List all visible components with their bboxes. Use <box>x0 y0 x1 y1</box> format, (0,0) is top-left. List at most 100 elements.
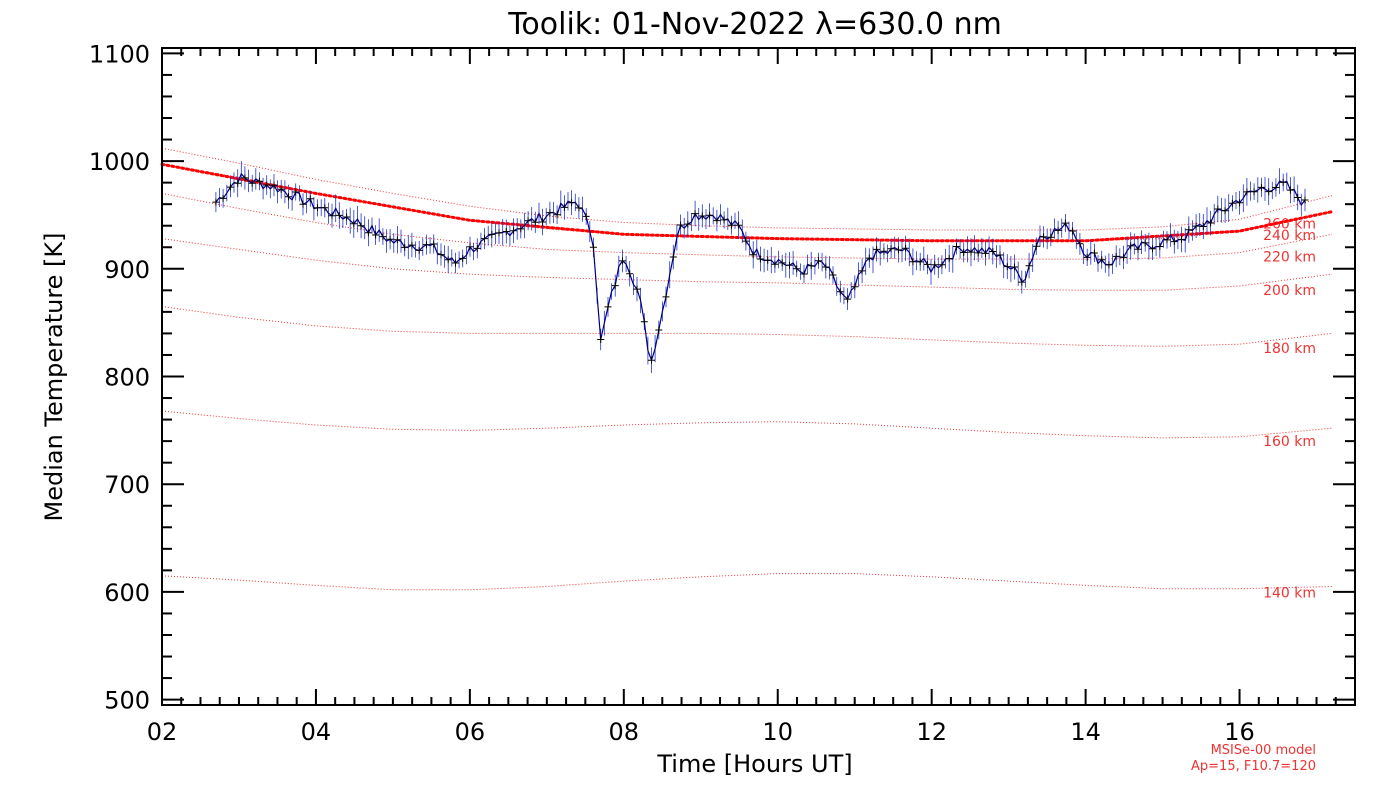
data-point <box>1040 233 1048 241</box>
data-point <box>953 243 960 250</box>
data-point <box>619 257 626 265</box>
data-point <box>633 285 641 293</box>
data-point <box>1090 249 1098 257</box>
data-point <box>1185 226 1193 234</box>
data-point <box>778 259 786 267</box>
data-point <box>1221 207 1229 215</box>
data-point <box>807 262 815 270</box>
data-point <box>1199 223 1207 230</box>
y-tick-label: 700 <box>104 471 150 499</box>
data-point <box>894 246 902 254</box>
data-point <box>241 174 249 182</box>
data-point <box>524 217 532 225</box>
data-point <box>1250 188 1258 196</box>
data-point <box>357 222 365 230</box>
data-point <box>314 204 321 212</box>
data-point <box>466 243 474 251</box>
data-point <box>488 230 496 238</box>
data-point <box>386 235 394 243</box>
data-point <box>829 271 837 279</box>
data-point <box>481 235 488 243</box>
data-point <box>531 218 539 226</box>
model-name-note: MSISe-00 model <box>1211 743 1316 758</box>
data-point <box>604 303 612 311</box>
y-tick-label: 600 <box>104 579 150 607</box>
data-point <box>372 231 380 239</box>
data-point <box>967 248 975 256</box>
x-axis-label: Time [Hours UT] <box>656 750 852 778</box>
data-point <box>1003 263 1011 271</box>
data-point <box>844 295 852 303</box>
data-point <box>459 254 467 262</box>
data-point <box>270 181 278 189</box>
data-point <box>1272 184 1280 191</box>
data-point <box>328 212 336 220</box>
plot-frame <box>161 47 1356 706</box>
chart-title: Toolik: 01-Nov-2022 λ=630.0 nm <box>507 7 1002 42</box>
data-point <box>865 254 873 262</box>
data-point <box>1054 226 1062 234</box>
x-tick-label: 16 <box>1224 718 1255 746</box>
data-point <box>945 255 953 262</box>
data-point <box>800 270 808 278</box>
data-point <box>669 253 677 261</box>
data-point <box>996 251 1004 259</box>
data-point <box>1105 261 1113 269</box>
data-point <box>684 220 692 228</box>
data-point <box>815 257 822 265</box>
data-point <box>306 195 314 203</box>
data-point <box>626 270 634 278</box>
data-point <box>887 245 895 253</box>
data-point <box>364 229 372 237</box>
data-point <box>960 249 968 256</box>
altitude-label-240-km: 240 km <box>1263 228 1316 244</box>
data-point <box>393 236 401 244</box>
data-point <box>1163 236 1171 244</box>
data-point <box>473 244 481 252</box>
y-tick-label: 800 <box>104 364 150 392</box>
altitude-label-160-km: 160 km <box>1263 434 1316 450</box>
data-point <box>1286 186 1294 194</box>
data-point <box>706 211 714 219</box>
y-tick-label: 500 <box>104 687 150 715</box>
data-point <box>1069 227 1077 235</box>
data-point <box>517 225 525 233</box>
data-point <box>226 183 234 191</box>
data-point <box>873 245 881 253</box>
data-point <box>597 336 605 343</box>
data-point <box>589 243 597 251</box>
data-point <box>1236 199 1244 207</box>
data-point <box>1076 240 1084 248</box>
data-point <box>1149 245 1156 253</box>
data-point <box>452 259 459 267</box>
data-point <box>611 282 619 290</box>
data-point <box>923 260 931 268</box>
data-point <box>1192 222 1200 230</box>
altitude-curve-260-km <box>161 147 1333 231</box>
data-point <box>560 203 568 211</box>
data-point <box>350 220 358 228</box>
data-point <box>539 218 547 226</box>
data-point <box>713 217 721 225</box>
altitude-curve-200-km <box>161 238 1332 291</box>
data-point <box>982 249 989 257</box>
model-series-line <box>160 162 1334 243</box>
data-point <box>655 326 663 334</box>
axis-ticks: 02 04 06 08 10 12 14 16 500 600 700 800 900 1000 1100 <box>89 40 1356 746</box>
data-point <box>422 241 430 249</box>
data-point <box>749 251 757 259</box>
data-point <box>698 212 706 220</box>
data-point <box>1243 188 1251 196</box>
data-point <box>1047 233 1055 241</box>
data-point <box>1134 245 1142 253</box>
data-point <box>742 237 750 245</box>
data-point <box>575 204 583 212</box>
data-point <box>263 181 271 189</box>
data-point <box>1214 205 1222 213</box>
altitude-curves: 140 km 160 km 180 km 200 km 220 km 240 km260 … <box>161 147 1333 602</box>
data-point <box>1265 188 1273 196</box>
data-point <box>299 200 307 208</box>
data-point <box>415 246 423 254</box>
data-point <box>931 261 939 269</box>
